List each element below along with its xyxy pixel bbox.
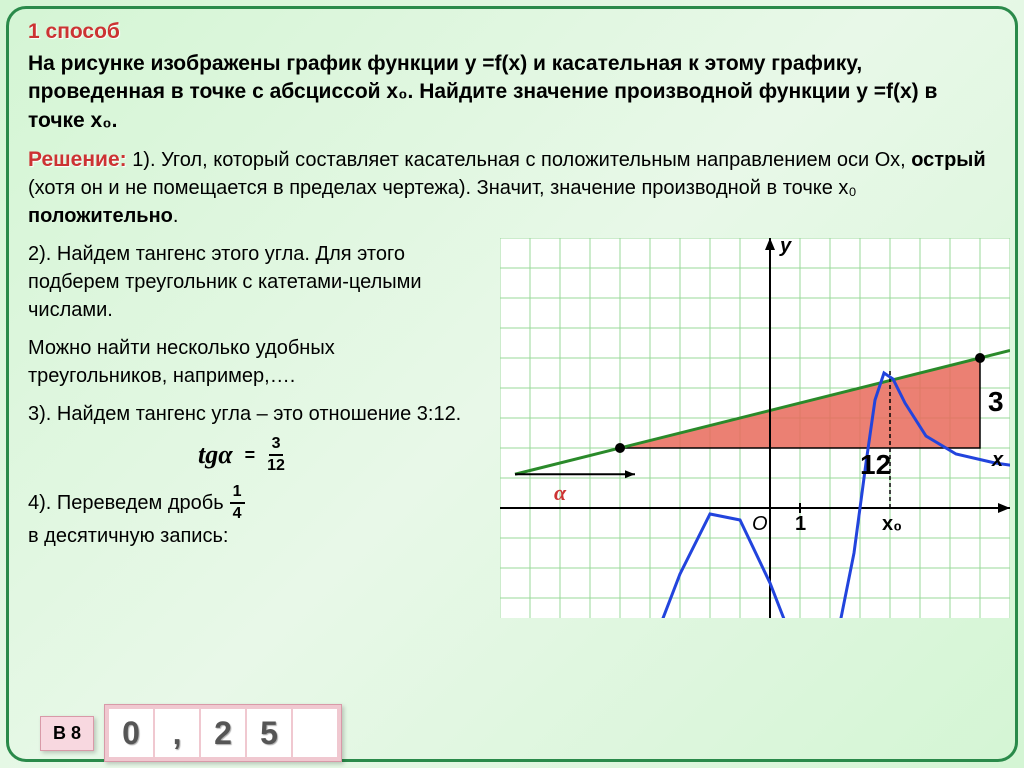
solution-block: Решение: 1). Угол, который составляет ка…: [28, 145, 996, 230]
problem-badge: В 8: [40, 716, 94, 751]
answer-digits: 0,25: [104, 704, 342, 762]
step1-end: .: [173, 205, 179, 227]
answer-digit: [293, 709, 337, 757]
step1-bold2: положительно: [28, 205, 173, 227]
answer-digit: ,: [155, 709, 199, 757]
frac2-den: 4: [233, 504, 242, 522]
tga-label: tgα: [198, 440, 233, 470]
step4-suffix: в десятичную запись:: [28, 522, 473, 550]
svg-text:1: 1: [795, 513, 806, 535]
answer-digit: 0: [109, 709, 153, 757]
solution-label: Решение:: [28, 148, 127, 171]
answer-digit: 5: [247, 709, 291, 757]
frac2-num: 1: [230, 484, 245, 504]
step1-prefix: 1). Угол, который составляет касательная…: [132, 149, 911, 171]
svg-text:x: x: [991, 449, 1004, 471]
step2b: Можно найти несколько удобных треугольни…: [28, 334, 473, 390]
method-title: 1 способ: [28, 20, 996, 44]
svg-text:x₀: x₀: [882, 513, 902, 535]
step3: 3). Найдем тангенс угла – это отношение …: [28, 400, 473, 428]
step4-prefix: 4). Переведем дробь: [28, 489, 224, 517]
answer-box: В 8 0,25: [40, 704, 342, 762]
step1-mid: (хотя он и не помещается в пределах черт…: [28, 177, 857, 199]
equals-sign: =: [245, 445, 256, 466]
svg-text:O: O: [752, 513, 768, 535]
svg-text:12: 12: [860, 449, 891, 480]
svg-text:3: 3: [988, 386, 1004, 417]
frac1-den: 12: [267, 456, 285, 474]
formula-tga: tgα = 3 12: [198, 436, 473, 474]
fraction-3-12: 3 12: [267, 436, 285, 474]
task-text: На рисунке изображены график функции у =…: [28, 50, 996, 135]
alpha-label: α: [554, 480, 566, 506]
frac1-num: 3: [269, 436, 284, 456]
step2: 2). Найдем тангенс этого угла. Для этого…: [28, 240, 473, 324]
answer-digit: 2: [201, 709, 245, 757]
function-chart: yxO1x₀y =f(x)312: [500, 238, 1010, 618]
step4: 4). Переведем дробь 1 4: [28, 484, 473, 522]
fraction-1-4: 1 4: [230, 484, 245, 522]
svg-text:y: y: [779, 238, 792, 257]
step1-bold1: острый: [911, 149, 985, 171]
